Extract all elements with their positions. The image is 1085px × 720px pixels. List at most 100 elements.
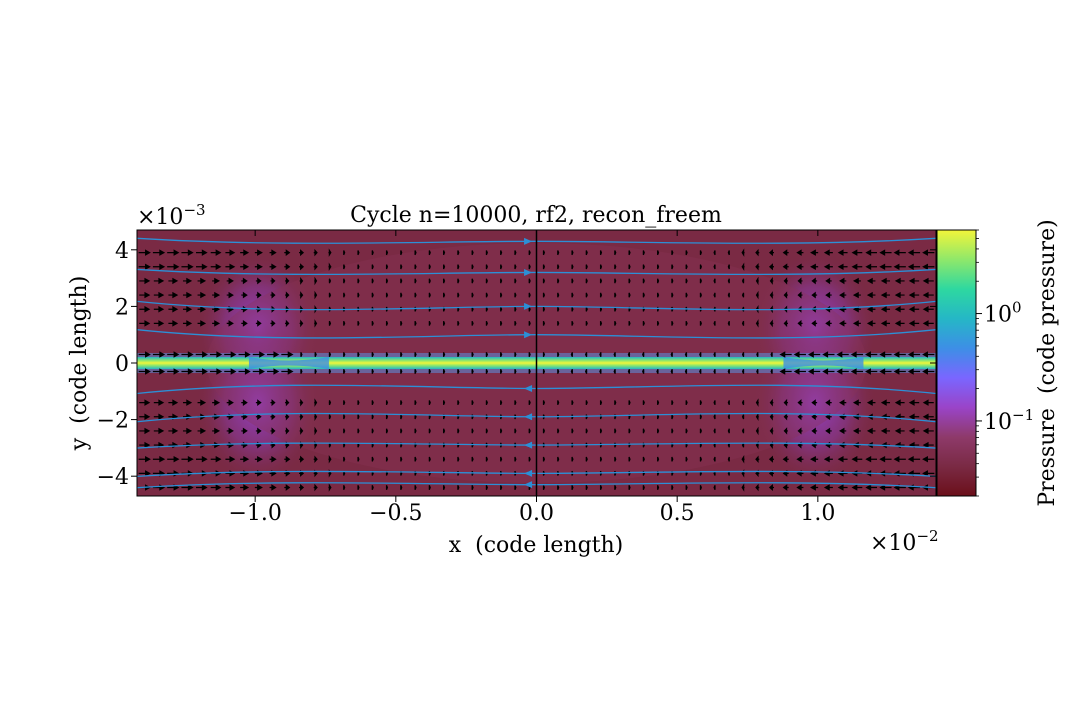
- quiver-arrow: [428, 369, 431, 374]
- quiver-arrow: [628, 264, 631, 270]
- colorbar-ticks: 100 10−1: [976, 229, 1034, 497]
- quiver-arrow: [138, 368, 151, 375]
- quiver-arrow: [514, 250, 517, 256]
- quiver-arrow: [907, 455, 921, 463]
- x-tick-label: 0.5: [660, 501, 695, 526]
- quiver-arrow: [269, 263, 277, 271]
- quiver-arrow: [880, 277, 891, 285]
- quiver-arrow: [285, 319, 290, 328]
- quiver-arrow: [628, 320, 631, 326]
- quiver-arrow: [285, 441, 290, 449]
- x-tick-label: 1.0: [800, 501, 835, 526]
- quiver-arrow: [385, 320, 389, 326]
- quiver-arrow: [270, 399, 276, 407]
- streamline-arrow: [524, 268, 533, 276]
- quiver-arrow: [457, 264, 460, 270]
- quiver-arrow: [281, 351, 294, 358]
- quiver-arrow: [152, 249, 166, 256]
- quiver-arrow: [614, 250, 617, 256]
- quiver-arrow: [685, 264, 688, 270]
- quiver-arrow: [557, 320, 560, 326]
- quiver-arrow: [167, 368, 180, 375]
- quiver-arrow: [225, 455, 236, 463]
- quiver-arrow: [152, 351, 166, 358]
- quiver-arrow: [500, 306, 503, 312]
- quiver-arrow: [328, 292, 332, 298]
- quiver-arrow: [181, 249, 194, 256]
- streamline-arrow: [524, 469, 533, 477]
- quiver-arrow: [485, 250, 488, 256]
- quiver-arrow: [139, 291, 151, 299]
- quiver-arrow: [182, 399, 193, 406]
- quiver-arrow: [922, 306, 934, 313]
- quiver-arrow: [514, 369, 517, 374]
- quiver-arrow: [400, 264, 403, 270]
- quiver-arrow: [485, 428, 488, 434]
- quiver-arrow: [839, 291, 847, 299]
- quiver-arrow: [755, 398, 759, 407]
- quiver-arrow: [414, 485, 417, 490]
- quiver-arrow: [371, 485, 374, 490]
- quiver-arrow: [343, 264, 346, 270]
- quiver-arrow: [907, 368, 921, 375]
- quiver-arrow: [879, 484, 892, 491]
- quiver-arrow: [755, 276, 759, 286]
- quiver-arrow: [850, 351, 864, 358]
- quiver-arrow: [727, 369, 730, 374]
- quiver-arrow: [741, 292, 745, 298]
- quiver-arrow: [768, 263, 775, 271]
- quiver-arrow: [599, 292, 603, 298]
- quiver-arrow: [783, 291, 788, 299]
- quiver-arrow: [542, 278, 546, 284]
- quiver-arrow: [865, 351, 878, 358]
- quiver-arrow: [880, 306, 891, 313]
- quiver-arrow: [298, 249, 305, 257]
- x-point: [783, 357, 864, 369]
- quiver-arrow: [212, 277, 221, 285]
- quiver-arrow: [443, 264, 446, 270]
- quiver-arrow: [699, 352, 702, 357]
- quiver-arrow: [485, 400, 488, 406]
- quiver-arrow: [922, 455, 935, 463]
- quiver-arrow: [770, 369, 773, 374]
- quiver-arrow: [414, 306, 417, 312]
- chart-title: Cycle n=10000, rf2, recon_freem: [350, 203, 722, 228]
- streamline-arrow: [524, 384, 533, 392]
- quiver-arrow: [571, 250, 574, 256]
- quiver-arrow: [851, 249, 863, 256]
- quiver-arrow: [642, 278, 645, 284]
- quiver-arrow: [152, 455, 166, 463]
- quiver-arrow: [542, 428, 546, 434]
- quiver-arrow: [514, 400, 517, 406]
- quiver-arrow: [822, 351, 835, 358]
- quiver-arrow: [557, 400, 560, 406]
- quiver-arrow: [557, 485, 560, 490]
- quiver-arrow: [195, 455, 208, 463]
- quiver-arrow: [811, 277, 818, 285]
- quiver-arrow: [755, 290, 759, 300]
- quiver-arrow: [922, 351, 935, 358]
- quiver-arrow: [168, 306, 179, 313]
- y-multiplier-base: ×10: [137, 205, 183, 230]
- quiver-arrow: [768, 469, 775, 477]
- quiver-arrow: [357, 352, 360, 357]
- quiver-arrow: [599, 278, 603, 284]
- quiver-arrow: [471, 369, 474, 374]
- quiver-arrow: [212, 320, 221, 327]
- quiver-arrow: [657, 485, 660, 490]
- quiver-arrow: [657, 264, 660, 270]
- quiver-arrow: [585, 278, 588, 284]
- quiver-arrow: [371, 414, 374, 420]
- quiver-arrow: [443, 320, 446, 326]
- quiver-arrow: [685, 320, 688, 326]
- quiver-arrow: [879, 263, 892, 271]
- quiver-arrow: [557, 278, 560, 284]
- quiver-arrow: [485, 352, 489, 357]
- quiver-arrow: [599, 352, 602, 357]
- quiver-arrow: [298, 263, 305, 271]
- quiver-arrow: [528, 369, 531, 374]
- quiver-arrow: [557, 250, 560, 256]
- quiver-arrow: [182, 320, 193, 327]
- quiver-arrow: [836, 351, 849, 358]
- quiver-arrow: [298, 469, 305, 477]
